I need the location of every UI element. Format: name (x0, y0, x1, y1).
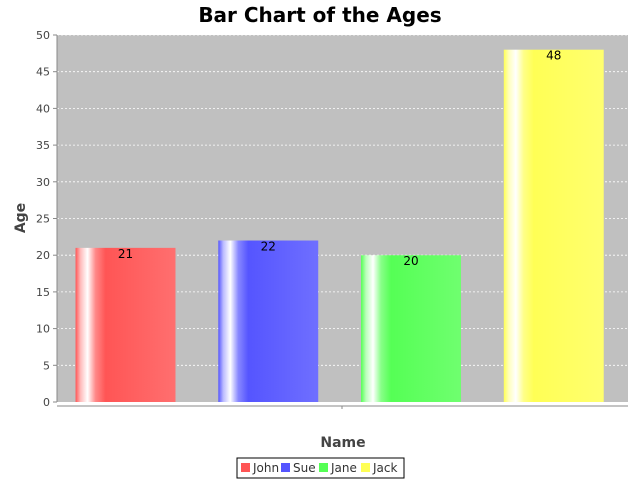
legend-swatch-john (241, 463, 250, 472)
y-tick-label: 35 (36, 139, 50, 152)
value-label-jack: 48 (546, 49, 561, 63)
legend-item-john: John (252, 461, 279, 475)
legend-item-sue: Sue (293, 461, 316, 475)
y-tick-label: 45 (36, 66, 50, 79)
y-axis-label: Age (13, 203, 29, 233)
bar-jack (503, 49, 604, 403)
legend: John Sue Jane Jack (236, 457, 405, 479)
gridlines (57, 34, 628, 366)
y-tick-label: 15 (36, 286, 50, 299)
legend-swatch-jack (361, 463, 370, 472)
y-tick-label: 0 (43, 396, 50, 409)
y-tick-label: 30 (36, 176, 50, 189)
bar-sue (218, 240, 319, 402)
y-tick-label: 5 (43, 359, 50, 372)
y-tick-label: 50 (36, 29, 50, 42)
legend-swatch-jane (319, 463, 328, 472)
bars (75, 49, 604, 403)
bar-john (75, 247, 176, 402)
y-tick-label: 40 (36, 102, 50, 115)
chart-title: Bar Chart of the Ages (198, 3, 441, 27)
legend-item-jane: Jane (330, 461, 357, 475)
x-axis-label: Name (320, 435, 365, 451)
y-axis-ticks: 0 5 10 15 20 25 30 35 40 45 50 (36, 29, 57, 409)
value-labels: 21 22 20 48 (118, 49, 562, 269)
value-label-sue: 22 (261, 240, 276, 254)
bar-jane (361, 255, 461, 402)
value-label-jane: 20 (403, 254, 418, 268)
legend-swatch-sue (281, 463, 290, 472)
y-tick-label: 10 (36, 323, 50, 336)
legend-item-jack: Jack (372, 461, 397, 475)
value-label-john: 21 (118, 247, 133, 261)
y-tick-label: 25 (36, 213, 50, 226)
y-tick-label: 20 (36, 249, 50, 262)
